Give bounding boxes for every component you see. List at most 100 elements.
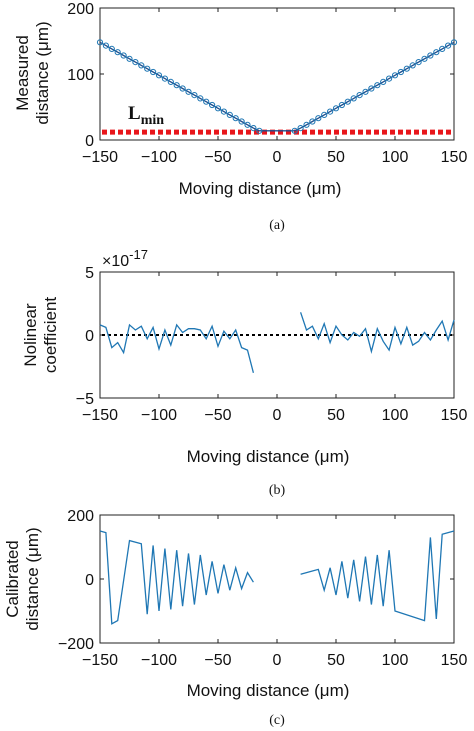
panel-c-xtick-label-6: 150 [441,652,468,669]
panel-a-data-point-50 [421,55,428,62]
panel-a-xlabel: Moving distance (μm) [179,179,342,198]
panel-a-data-point-21 [220,108,227,115]
panel-b-xtick-label-2: −50 [204,407,231,424]
panel-a-data-point-36 [338,101,345,109]
panel-a-data-point-48 [409,62,416,69]
panel-a-data-point-38 [350,95,357,102]
panel-c-xtick-label-2: −50 [204,652,231,669]
panel-a-series-line-0 [99,41,455,132]
panel-a-data-point-11 [161,75,168,82]
panel-a-data-point-43 [380,78,387,86]
panel-c-caption: (c) [269,713,285,728]
panel-c-xtick-label-4: 50 [327,652,345,669]
panel-b-xtick-label-5: 100 [382,407,409,424]
panel-a-data-point-31 [309,118,316,125]
panel-c-chart: −150 −100 −50 0 50 100 150 −200 0 200 Moving dist… [3,508,467,728]
panel-a-data-point-30 [303,121,310,128]
panel-a-xtick-label-0: −150 [82,149,118,166]
panel-b-xlabel: Moving distance (μm) [187,447,350,466]
panel-a-data-point-41 [368,85,375,92]
panel-a-data-point-2 [108,45,115,53]
panel-c-ylabel-line2: distance (μm) [23,527,42,630]
panel-a-data-point-24 [238,118,245,125]
panel-a-data-point-46 [397,68,404,76]
panel-a-caption: (a) [269,218,285,233]
panel-a-data-point-4 [120,52,127,59]
panel-c-series-line-0 [99,530,254,625]
panel-a-data-point-9 [150,68,157,76]
panel-c-frame [99,514,455,644]
panel-b-xtick-label-4: 50 [327,407,345,424]
panel-a-data-point-40 [362,88,369,95]
panel-a-data-point-34 [327,108,334,115]
panel-a-data-point-12 [167,78,174,86]
panel-b-scale-exponent: -17 [129,247,148,262]
panel-a-data-point-37 [344,98,351,105]
lmin-annotation: Lmin [128,103,164,128]
panel-a-data-point-5 [126,55,133,62]
panel-a-xtick-label-5: 100 [382,149,409,166]
panel-b-series-line-1 [299,312,455,354]
panel-a-data-point-18 [203,98,210,105]
panel-b-scale-label: ×10-17 [102,247,148,270]
panel-a-data-point-1 [102,42,110,49]
panel-a-data-point-51 [427,52,434,59]
panel-a-data-point-7 [138,62,145,69]
panel-a-data-point-6 [132,59,139,66]
panel-a-data-point-20 [214,105,222,112]
panel-b-ylabel-line2: coefficient [41,297,60,374]
panel-a-data-point-32 [315,115,322,122]
panel-b-xtick-label-1: −100 [141,407,177,424]
panel-b-series-line-0 [99,323,255,373]
panel-c-xtick-label-0: −150 [82,652,118,669]
panel-b-caption: (b) [269,483,286,498]
panel-a-data-point-10 [155,72,163,79]
panel-a-data-point-47 [403,65,410,72]
panel-a-ytick-label-0: 0 [85,133,94,150]
panel-a-data-point-19 [209,101,216,109]
panel-b-xtick-label-0: −150 [82,407,118,424]
panel-a-data-point-54 [445,42,452,49]
panel-c-ytick-label-0: −200 [58,636,94,653]
panel-a-xtick-label-2: −50 [204,149,231,166]
panel-c-xtick-label-1: −100 [141,652,177,669]
panel-a-data-point-33 [321,111,328,119]
panel-a-xtick-label-6: 150 [441,149,468,166]
panel-c-ytick-label-2: 200 [67,508,94,525]
panel-a-data-point-15 [185,88,192,95]
panel-a-data-point-0 [96,39,104,46]
panel-b-xtick-label-3: 0 [273,407,282,424]
panel-a-data-point-27 [256,127,263,134]
panel-a-data-point-55 [450,39,458,46]
panel-a-xtick-label-1: −100 [141,149,177,166]
panel-a-data-point-29 [297,125,304,132]
panel-a-xtick-label-4: 50 [327,149,345,166]
panel-c-xtick-label-5: 100 [382,652,409,669]
panel-a-data-point-17 [197,95,204,102]
panel-b-xtick-label-6: 150 [441,407,468,424]
lmin-annotation-main: L [128,103,141,124]
panel-c-ytick-label-1: 0 [85,572,94,589]
panel-a-data-point-35 [332,105,340,112]
panel-a-data-point-22 [226,111,233,119]
panel-a-data-point-14 [179,85,186,92]
panel-c-series-line-1 [300,530,455,622]
panel-a-data-point-53 [439,45,446,53]
panel-b-ytick-label-0: −5 [76,391,94,408]
panel-a-data-point-16 [191,92,198,99]
panel-c-xlabel: Moving distance (μm) [187,681,350,700]
panel-c-ylabel-line1: Calibrated [3,540,22,618]
panel-c-xtick-label-3: 0 [273,652,282,669]
panel-a-chart: −150 −100 −50 0 50 100 150 0 100 200 Moving dista… [13,1,467,233]
panel-a-data-point-49 [415,59,422,66]
panel-a-data-point-3 [114,49,121,56]
panel-a-data-point-39 [356,92,363,99]
panel-a-ylabel-line1: Measured [13,35,32,111]
lmin-annotation-sub: min [141,113,165,128]
panel-b-ytick-label-1: 0 [85,328,94,345]
panel-a-data-point-23 [232,115,239,122]
panel-b-ylabel-line1: Nolinear [21,303,40,367]
panel-a-data-point-44 [386,75,393,82]
panel-a-data-point-45 [391,72,399,79]
